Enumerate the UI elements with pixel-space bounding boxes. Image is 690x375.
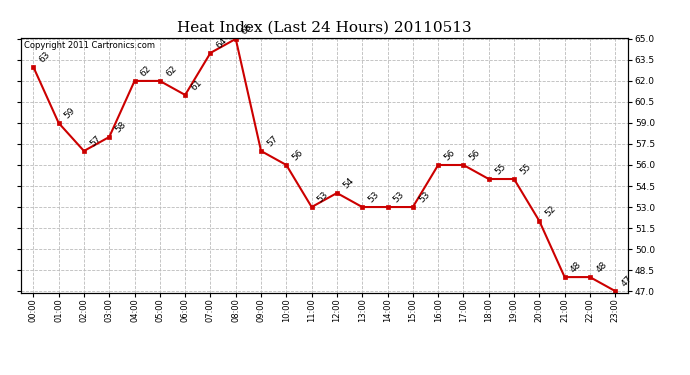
Text: 56: 56 <box>290 148 305 162</box>
Text: 65: 65 <box>240 22 255 36</box>
Text: 62: 62 <box>139 64 153 78</box>
Text: 57: 57 <box>265 134 279 148</box>
Text: 58: 58 <box>113 120 128 134</box>
Text: 61: 61 <box>189 78 204 92</box>
Text: 53: 53 <box>366 190 381 204</box>
Text: 53: 53 <box>316 190 331 204</box>
Text: 48: 48 <box>569 260 583 274</box>
Text: 55: 55 <box>493 162 507 176</box>
Text: 57: 57 <box>88 134 103 148</box>
Text: 56: 56 <box>468 148 482 162</box>
Text: 53: 53 <box>392 190 406 204</box>
Text: 48: 48 <box>594 260 609 274</box>
Text: 63: 63 <box>37 50 52 64</box>
Text: 47: 47 <box>620 274 634 288</box>
Text: 53: 53 <box>417 190 431 204</box>
Text: 59: 59 <box>63 106 77 120</box>
Text: 54: 54 <box>341 176 355 190</box>
Text: 56: 56 <box>442 148 457 162</box>
Text: 62: 62 <box>164 64 179 78</box>
Text: 55: 55 <box>518 162 533 176</box>
Title: Heat Index (Last 24 Hours) 20110513: Heat Index (Last 24 Hours) 20110513 <box>177 21 471 35</box>
Text: 52: 52 <box>544 204 558 218</box>
Text: Copyright 2011 Cartronics.com: Copyright 2011 Cartronics.com <box>23 41 155 50</box>
Text: 64: 64 <box>215 36 229 50</box>
